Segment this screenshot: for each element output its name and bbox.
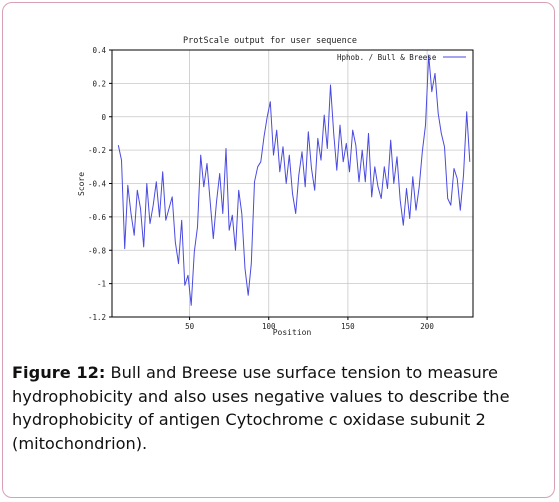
chart-title: ProtScale output for user sequence: [183, 36, 357, 46]
y-tick-label: -1: [97, 280, 106, 289]
legend: Hphob. / Bull & Breese: [337, 53, 466, 62]
y-tick-label: 0.4: [92, 46, 106, 55]
x-axis-ticks: 50 100 150 200: [185, 317, 434, 331]
y-axis-ticks: 0.4 0.2 0 -0.2 -0.4 -0.6 -0.8 -1 -1.2: [88, 46, 112, 322]
y-tick-label: 0: [101, 113, 106, 122]
y-tick-label: -1.2: [88, 313, 106, 322]
caption-label: Figure 12:: [12, 363, 106, 382]
y-tick-label: -0.4: [88, 180, 107, 189]
x-tick-label: 150: [341, 322, 355, 331]
series-group: [117, 54, 471, 306]
x-tick-label: 100: [262, 322, 276, 331]
y-tick-label: -0.6: [88, 213, 107, 222]
figure-caption: Figure 12: Bull and Breese use surface t…: [12, 361, 547, 455]
x-axis-label: Position: [273, 328, 312, 337]
chart: ProtScale output for user sequence 0.40.…: [77, 36, 474, 337]
caption-text: Bull and Breese use surface tension to m…: [12, 363, 510, 453]
x-tick-label: 50: [185, 322, 195, 331]
series-line: [117, 54, 471, 306]
y-tick-label: -0.8: [88, 246, 107, 255]
y-tick-label: -0.2: [88, 146, 106, 155]
grid: [112, 49, 473, 318]
y-tick-label: 0.2: [92, 79, 106, 88]
x-tick-label: 200: [420, 322, 434, 331]
y-axis-label: Score: [77, 172, 86, 196]
legend-label: Hphob. / Bull & Breese: [337, 53, 437, 62]
